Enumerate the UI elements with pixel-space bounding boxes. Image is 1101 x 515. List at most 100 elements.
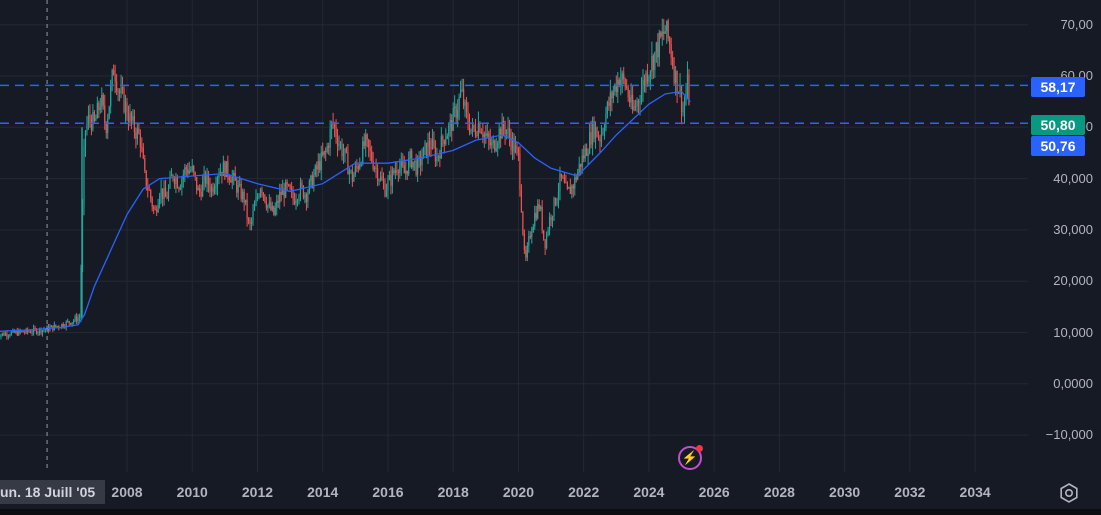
moving-average-price-badge[interactable]: 50,76 xyxy=(1031,136,1085,156)
candle-body xyxy=(434,146,437,162)
candle-body xyxy=(133,116,136,133)
candle-body xyxy=(603,128,606,132)
candle-body xyxy=(474,128,477,135)
candle-body xyxy=(277,200,279,203)
candle-body xyxy=(436,157,438,162)
candle-body xyxy=(335,127,337,138)
candle-body xyxy=(351,170,353,182)
candle-body xyxy=(669,38,671,45)
candle-body xyxy=(609,92,611,106)
candle-body xyxy=(34,327,36,330)
candle-body xyxy=(252,210,254,220)
candle-body xyxy=(307,192,309,202)
candle-body xyxy=(666,20,668,32)
candle-body xyxy=(597,136,600,138)
candle-body xyxy=(227,161,229,177)
candle-body xyxy=(468,124,471,133)
candle-body xyxy=(594,127,597,139)
candle-body xyxy=(9,335,11,336)
candle-body xyxy=(500,128,502,139)
candle-body xyxy=(204,173,207,184)
candle-body xyxy=(424,142,426,147)
candle-body xyxy=(342,153,345,157)
candle-body xyxy=(84,130,87,146)
candle-body xyxy=(457,110,459,119)
gear-icon[interactable] xyxy=(1058,482,1080,504)
candle-body xyxy=(645,72,647,86)
candle-body xyxy=(136,128,138,139)
candle-body xyxy=(523,233,525,250)
candle-body xyxy=(1,333,4,335)
upper-line-price-badge[interactable]: 58,17 xyxy=(1031,77,1085,97)
candle-body xyxy=(347,152,349,175)
candle-body xyxy=(504,129,506,134)
chart-grid xyxy=(0,0,1028,472)
candle-body xyxy=(74,316,76,321)
candle-body xyxy=(295,200,297,204)
time-axis-tick-label: 2014 xyxy=(307,484,339,500)
candle-body xyxy=(667,20,669,39)
candle-body xyxy=(268,202,270,206)
candle-body xyxy=(417,159,419,175)
price-axis-tick-label: 20,000 xyxy=(1053,273,1093,289)
candle-body xyxy=(87,114,90,124)
candle-body xyxy=(683,103,686,112)
candle-body xyxy=(282,188,284,195)
candle-body xyxy=(516,145,518,149)
candle-body xyxy=(571,185,573,194)
candle-body xyxy=(222,162,224,177)
candle-body xyxy=(534,212,536,227)
candle-body xyxy=(366,134,368,140)
candle-body xyxy=(188,170,190,174)
candle-body xyxy=(31,332,33,334)
candle-body xyxy=(250,219,253,224)
time-axis-tick-label: 2026 xyxy=(698,484,730,500)
candle-body xyxy=(290,189,293,191)
candle-body xyxy=(273,206,275,215)
candle-body xyxy=(455,106,457,119)
candle-body xyxy=(584,148,586,159)
candle-body xyxy=(210,186,213,192)
candle-body xyxy=(292,190,294,200)
candle-body xyxy=(93,111,95,121)
candle-body xyxy=(446,135,448,140)
candle-body xyxy=(427,141,429,157)
candle-body xyxy=(581,155,583,167)
candle-body xyxy=(548,217,551,231)
candle-body xyxy=(529,236,531,238)
candle-body xyxy=(126,102,128,117)
candle-body xyxy=(320,152,322,171)
candle-body xyxy=(242,191,244,200)
candle-body xyxy=(185,167,187,170)
candle-body xyxy=(399,166,401,173)
lightning-alert-icon[interactable]: ⚡ xyxy=(678,445,703,470)
candle-body xyxy=(150,190,152,199)
current-price-badge[interactable]: 50,80 xyxy=(1031,115,1085,135)
candle-body xyxy=(479,123,481,132)
candle-body xyxy=(283,188,285,198)
candle-body xyxy=(448,125,450,136)
horizontal-lines[interactable] xyxy=(0,84,1028,124)
candle-body xyxy=(41,330,44,334)
candle-body xyxy=(265,201,267,208)
candle-body xyxy=(90,118,93,130)
candle-body xyxy=(138,128,140,134)
candle-body xyxy=(231,176,233,183)
candle-body xyxy=(685,94,687,104)
candle-body xyxy=(560,173,563,177)
candle-body xyxy=(274,207,276,215)
candle-body xyxy=(328,145,330,148)
candle-body xyxy=(127,116,130,123)
candle-body xyxy=(372,160,374,169)
candle-body xyxy=(338,144,340,147)
candle-body xyxy=(433,139,435,147)
candle-body xyxy=(68,321,70,324)
candle-body xyxy=(606,102,609,115)
candle-body xyxy=(520,189,523,212)
candle-body xyxy=(376,168,379,181)
candle-body xyxy=(540,206,542,209)
candle-body xyxy=(593,121,595,139)
candle-body xyxy=(476,134,478,137)
candle-body xyxy=(589,132,591,154)
